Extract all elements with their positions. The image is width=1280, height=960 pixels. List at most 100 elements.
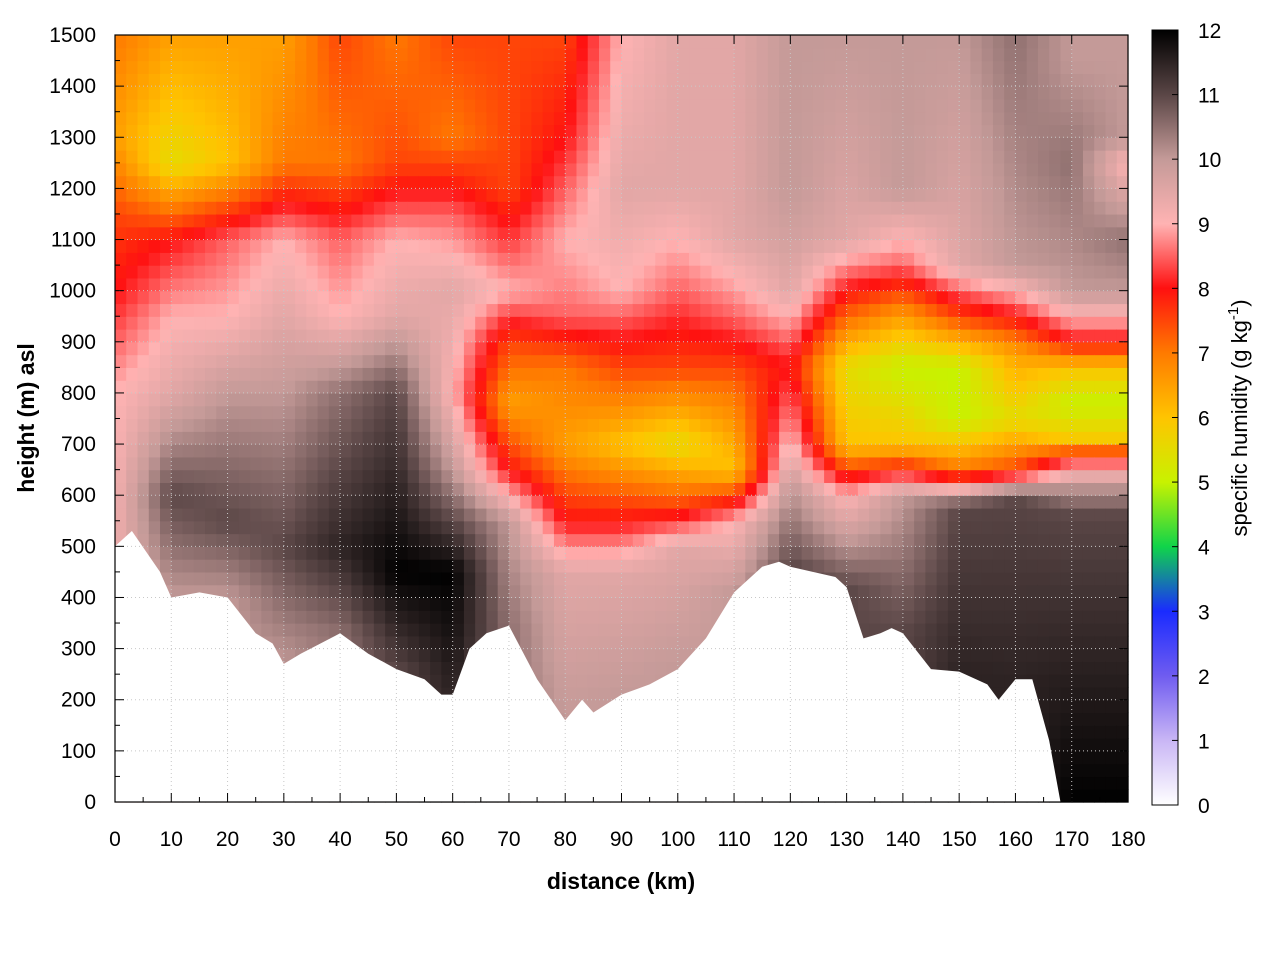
heatmap-cell bbox=[959, 559, 972, 573]
heatmap-cell bbox=[576, 444, 589, 458]
heatmap-cell bbox=[283, 175, 296, 189]
heatmap-cell bbox=[272, 329, 285, 343]
heatmap-cell bbox=[126, 354, 139, 368]
heatmap-cell bbox=[463, 571, 476, 586]
heatmap-cell bbox=[486, 623, 499, 637]
heatmap-cell bbox=[947, 303, 960, 317]
heatmap-cell bbox=[880, 610, 893, 624]
heatmap-cell bbox=[1037, 418, 1050, 432]
heatmap-cell bbox=[914, 47, 926, 62]
heatmap-cell bbox=[891, 239, 904, 253]
heatmap-cell bbox=[328, 341, 341, 356]
heatmap-cell bbox=[598, 482, 611, 496]
heatmap-cell bbox=[486, 469, 499, 484]
heatmap-cell bbox=[362, 137, 375, 151]
heatmap-cell bbox=[835, 290, 848, 305]
heatmap-cell bbox=[756, 507, 769, 522]
heatmap-cell bbox=[160, 137, 172, 151]
heatmap-cell bbox=[520, 213, 533, 228]
heatmap-cell bbox=[824, 239, 836, 253]
heatmap-cell bbox=[711, 175, 724, 189]
heatmap-cell bbox=[779, 162, 791, 177]
heatmap-cell bbox=[790, 124, 803, 138]
heatmap-cell bbox=[598, 316, 611, 330]
heatmap-cell bbox=[542, 507, 555, 522]
heatmap-cell bbox=[396, 162, 409, 177]
heatmap-cell bbox=[362, 520, 375, 535]
heatmap-cell bbox=[677, 354, 690, 368]
heatmap-cell bbox=[182, 162, 195, 177]
heatmap-cell bbox=[182, 469, 195, 484]
heatmap-cell bbox=[452, 469, 465, 484]
heatmap-cell bbox=[475, 35, 488, 49]
heatmap-cell bbox=[689, 111, 701, 126]
heatmap-cell bbox=[385, 98, 397, 113]
heatmap-cell bbox=[508, 354, 521, 368]
heatmap-cell bbox=[610, 418, 623, 432]
heatmap-cell bbox=[970, 162, 983, 177]
heatmap-cell bbox=[666, 571, 679, 586]
heatmap-cell bbox=[880, 150, 893, 164]
heatmap-cell bbox=[655, 150, 668, 164]
heatmap-cell bbox=[756, 73, 769, 87]
heatmap-cell bbox=[767, 175, 780, 189]
heatmap-cell bbox=[463, 175, 476, 189]
heatmap-cell bbox=[238, 444, 251, 458]
heatmap-cell bbox=[475, 341, 488, 356]
heatmap-cell bbox=[441, 597, 454, 611]
heatmap-cell bbox=[441, 290, 454, 305]
heatmap-cell bbox=[565, 98, 578, 113]
heatmap-cell bbox=[824, 86, 836, 100]
heatmap-cell bbox=[328, 162, 341, 177]
heatmap-cell bbox=[981, 188, 994, 202]
heatmap-cell bbox=[283, 507, 296, 522]
heatmap-cell bbox=[711, 188, 724, 202]
heatmap-cell bbox=[171, 316, 184, 330]
heatmap-cell bbox=[542, 162, 555, 177]
heatmap-cell bbox=[295, 277, 307, 292]
heatmap-cell bbox=[418, 495, 431, 509]
heatmap-cell bbox=[250, 239, 262, 253]
heatmap-cell bbox=[644, 290, 656, 305]
heatmap-cell bbox=[880, 35, 893, 49]
heatmap-cell bbox=[981, 367, 994, 381]
heatmap-cell bbox=[1037, 188, 1050, 202]
heatmap-cell bbox=[542, 597, 555, 611]
heatmap-cell bbox=[295, 188, 307, 202]
heatmap-cell bbox=[857, 469, 870, 484]
heatmap-cell bbox=[666, 507, 679, 522]
heatmap-cell bbox=[261, 175, 274, 189]
heatmap-cell bbox=[734, 265, 746, 279]
heatmap-cell bbox=[790, 444, 803, 458]
heatmap-cell bbox=[250, 175, 262, 189]
heatmap-cell bbox=[373, 150, 386, 164]
heatmap-cell bbox=[1037, 341, 1050, 356]
heatmap-cell bbox=[767, 444, 780, 458]
heatmap-cell bbox=[576, 546, 589, 560]
heatmap-cell bbox=[959, 73, 972, 87]
heatmap-cell bbox=[644, 35, 656, 49]
heatmap-cell bbox=[947, 469, 960, 484]
heatmap-cell bbox=[902, 354, 915, 368]
heatmap-cell bbox=[947, 98, 960, 113]
heatmap-cell bbox=[407, 73, 420, 87]
heatmap-cell bbox=[441, 73, 454, 87]
heatmap-cell bbox=[936, 329, 949, 343]
heatmap-cell bbox=[418, 623, 431, 637]
heatmap-cell bbox=[666, 623, 679, 637]
heatmap-cell bbox=[205, 559, 217, 573]
heatmap-cell bbox=[328, 418, 341, 432]
heatmap-cell bbox=[891, 597, 904, 611]
heatmap-cell bbox=[1037, 456, 1050, 471]
heatmap-cell bbox=[891, 341, 904, 356]
heatmap-cell bbox=[148, 520, 161, 535]
heatmap-cell bbox=[1026, 188, 1039, 202]
heatmap-cell bbox=[936, 124, 949, 138]
heatmap-cell bbox=[970, 213, 983, 228]
heatmap-cell bbox=[835, 456, 848, 471]
heatmap-cell bbox=[362, 380, 375, 394]
heatmap-cell bbox=[1026, 431, 1039, 445]
heatmap-cell bbox=[925, 73, 938, 87]
heatmap-cell bbox=[644, 213, 656, 228]
heatmap-cell bbox=[463, 98, 476, 113]
